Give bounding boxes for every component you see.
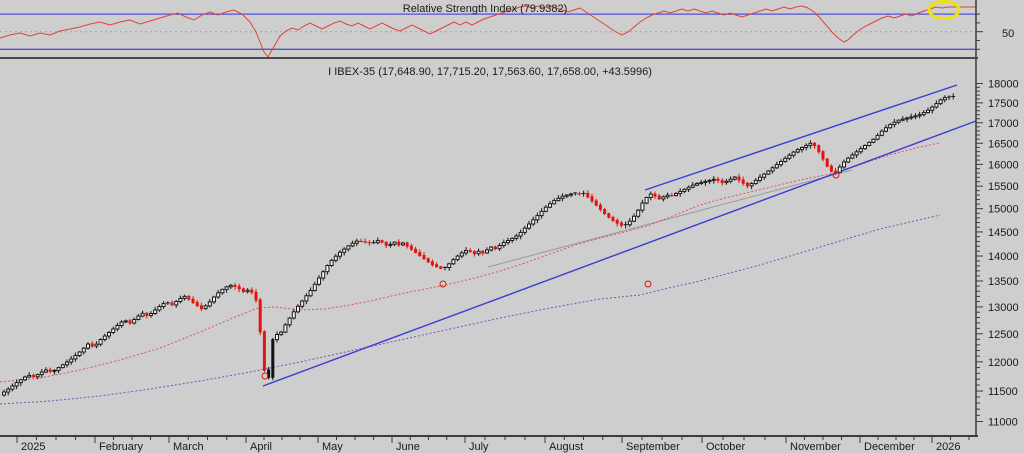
price-axis-label: 15000 <box>988 204 1019 216</box>
signal-marker <box>644 280 652 288</box>
month-label: November <box>790 441 841 453</box>
price-axis-label: 18000 <box>988 79 1019 91</box>
price-axis-label: 14000 <box>988 251 1019 263</box>
price-axis-label: 16500 <box>988 138 1019 150</box>
price-panel[interactable] <box>0 84 977 405</box>
signal-marker <box>439 280 447 288</box>
price-axis-label: 17000 <box>988 118 1019 130</box>
month-label: July <box>469 441 489 453</box>
price-axis-label: 14500 <box>988 227 1019 239</box>
panel-divider <box>0 57 978 59</box>
month-label: May <box>322 441 343 453</box>
price-axis-label: 17500 <box>988 98 1019 110</box>
rsi-panel[interactable] <box>0 0 976 58</box>
signal-marker <box>261 372 269 380</box>
month-label: 2026 <box>936 441 960 453</box>
price-axis-label: 13500 <box>988 276 1019 288</box>
month-label: October <box>706 441 745 453</box>
month-label: December <box>864 441 915 453</box>
candles <box>2 93 956 397</box>
month-label: September <box>626 441 680 453</box>
price-title: I IBEX-35 (17,648.90, 17,715.20, 17,563.… <box>328 66 652 78</box>
month-label: 2025 <box>21 441 45 453</box>
signal-marker <box>832 171 840 179</box>
price-axis-label: 16000 <box>988 159 1019 171</box>
ma-fast-line <box>0 142 941 383</box>
channel-upper-line[interactable] <box>644 84 958 191</box>
month-label: June <box>396 441 420 453</box>
price-axis-label: 15500 <box>988 181 1019 193</box>
price-axis-label: 11500 <box>988 386 1018 398</box>
month-label: April <box>250 441 272 453</box>
rsi-title: Relative Strength Index (79.9382) <box>403 3 568 15</box>
price-axis-label: 12500 <box>988 329 1019 341</box>
ma-slow-line <box>0 214 941 405</box>
price-axis-label: 13000 <box>988 302 1019 314</box>
rsi-axis-label-50: 50 <box>1002 28 1014 40</box>
trendline-main[interactable] <box>262 120 977 387</box>
gray-trendline[interactable] <box>487 169 853 268</box>
month-label: August <box>549 441 583 453</box>
month-label: February <box>99 441 144 453</box>
price-axis-label: 12000 <box>988 357 1019 369</box>
month-label: March <box>173 441 204 453</box>
price-axis-label: 11000 <box>988 417 1018 429</box>
yellow-highlight-ellipse[interactable] <box>927 0 961 20</box>
rsi-line <box>0 5 976 58</box>
